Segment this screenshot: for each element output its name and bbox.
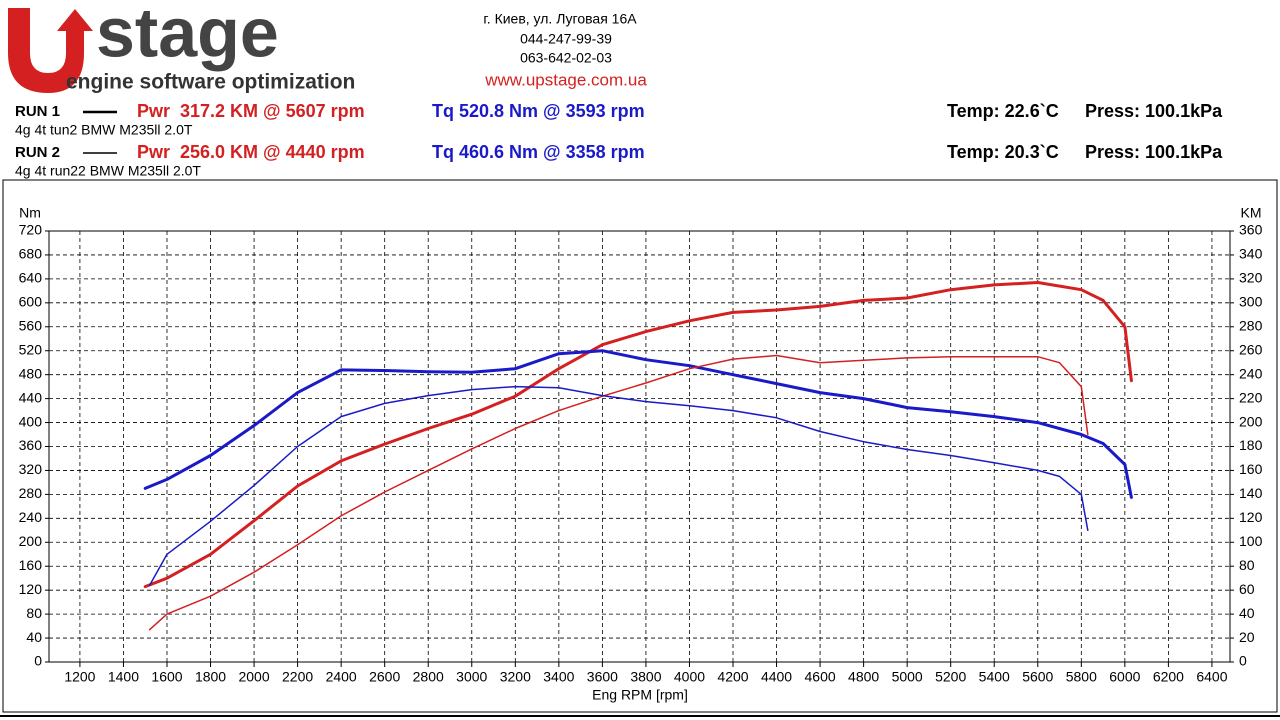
x-tick-label: 4800	[848, 669, 879, 685]
x-tick-label: 3400	[543, 669, 574, 685]
y2-tick-label: 80	[1239, 557, 1255, 573]
x-tick-label: 3000	[456, 669, 487, 685]
y2-tick-label: 180	[1239, 437, 1263, 453]
y-tick-label: 480	[19, 365, 43, 381]
y-tick-label: 80	[26, 605, 42, 621]
run-label: RUN 1	[15, 103, 60, 120]
curve	[143, 349, 1133, 499]
x-tick-label: 2000	[238, 669, 269, 685]
x-tick-label: 1800	[195, 669, 226, 685]
y2-tick-label: 0	[1239, 653, 1247, 669]
y2-tick-label: 140	[1239, 485, 1263, 501]
run-description: 4g 4t tun2 BMW M235ll 2.0T	[15, 122, 193, 138]
y-tick-label: 320	[19, 461, 43, 477]
x-tick-label: 5000	[892, 669, 923, 685]
y-tick-label: 0	[34, 653, 42, 669]
run-torque: Tq 460.6 Nm @ 3358 rpm	[432, 142, 645, 162]
y-tick-label: 440	[19, 389, 43, 405]
phone: 063-642-02-03	[520, 50, 612, 66]
y-tick-label: 720	[19, 222, 43, 238]
x-tick-label: 5600	[1022, 669, 1053, 685]
y-tick-label: 200	[19, 533, 43, 549]
x-tick-label: 1200	[64, 669, 95, 685]
logo: stage engine software optimization	[8, 0, 355, 94]
x-tick-label: 4600	[805, 669, 836, 685]
run-press: Press: 100.1kPa	[1085, 101, 1223, 121]
address: г. Киев, ул. Луговая 16А	[483, 11, 637, 27]
y-tick-label: 280	[19, 485, 43, 501]
x-tick-label: 4000	[674, 669, 705, 685]
logo-tagline: engine software optimization	[66, 71, 355, 94]
y2-tick-label: 60	[1239, 581, 1255, 597]
y2-tick-label: 300	[1239, 294, 1263, 310]
run-temp: Temp: 20.3`C	[947, 142, 1059, 162]
y2-tick-label: 100	[1239, 533, 1263, 549]
x-tick-label: 4200	[717, 669, 748, 685]
x-tick-label: 3600	[587, 669, 618, 685]
y-axis-label: Nm	[19, 205, 41, 221]
y-tick-label: 600	[19, 294, 43, 310]
x-tick-label: 4400	[761, 669, 792, 685]
x-tick-label: 2200	[282, 669, 313, 685]
run-press: Press: 100.1kPa	[1085, 142, 1223, 162]
curve	[148, 385, 1089, 587]
y-tick-label: 640	[19, 270, 43, 286]
website: www.upstage.com.ua	[484, 70, 647, 89]
x-tick-label: 5400	[979, 669, 1010, 685]
y-tick-label: 120	[19, 581, 43, 597]
y-tick-label: 400	[19, 413, 43, 429]
x-tick-label: 3200	[500, 669, 531, 685]
y-tick-label: 240	[19, 509, 43, 525]
x-tick-label: 1600	[151, 669, 182, 685]
x-tick-label: 5200	[935, 669, 966, 685]
run-description: 4g 4t run22 BMW M235ll 2.0T	[15, 163, 201, 179]
y-tick-label: 160	[19, 557, 43, 573]
y2-tick-label: 200	[1239, 413, 1263, 429]
x-tick-label: 6200	[1153, 669, 1184, 685]
logo-mark	[8, 8, 93, 93]
y2-tick-label: 120	[1239, 509, 1263, 525]
y2-tick-label: 360	[1239, 222, 1263, 238]
x-tick-label: 6400	[1196, 669, 1227, 685]
y-tick-label: 40	[26, 629, 42, 645]
y2-tick-label: 40	[1239, 605, 1255, 621]
y2-tick-label: 240	[1239, 365, 1263, 381]
y-tick-label: 560	[19, 317, 43, 333]
run-power: Pwr 317.2 KM @ 5607 rpm	[137, 101, 365, 121]
y2-tick-label: 260	[1239, 341, 1263, 357]
y-tick-label: 680	[19, 246, 43, 262]
x-tick-label: 3800	[630, 669, 661, 685]
x-tick-label: 6000	[1109, 669, 1140, 685]
y2-tick-label: 220	[1239, 389, 1263, 405]
x-tick-label: 2400	[326, 669, 357, 685]
curve	[148, 354, 1089, 631]
phone: 044-247-99-39	[520, 31, 612, 47]
y2-axis-label: KM	[1241, 205, 1262, 221]
run-temp: Temp: 22.6`C	[947, 101, 1059, 121]
chart-frame	[2, 179, 1278, 713]
x-axis-label: Eng RPM [rpm]	[592, 687, 688, 703]
y2-tick-label: 320	[1239, 270, 1263, 286]
x-tick-label: 2800	[413, 669, 444, 685]
y2-tick-label: 20	[1239, 629, 1255, 645]
logo-word: stage	[96, 0, 279, 71]
y-tick-label: 520	[19, 341, 43, 357]
y2-tick-label: 160	[1239, 461, 1263, 477]
y2-tick-label: 280	[1239, 317, 1263, 333]
y-tick-label: 360	[19, 437, 43, 453]
run-torque: Tq 520.8 Nm @ 3593 rpm	[432, 101, 645, 121]
y2-tick-label: 340	[1239, 246, 1263, 262]
x-tick-label: 5800	[1066, 669, 1097, 685]
curve	[143, 281, 1133, 589]
x-tick-label: 2600	[369, 669, 400, 685]
run-power: Pwr 256.0 KM @ 4440 rpm	[137, 142, 365, 162]
x-tick-label: 1400	[108, 669, 139, 685]
run-label: RUN 2	[15, 144, 60, 161]
